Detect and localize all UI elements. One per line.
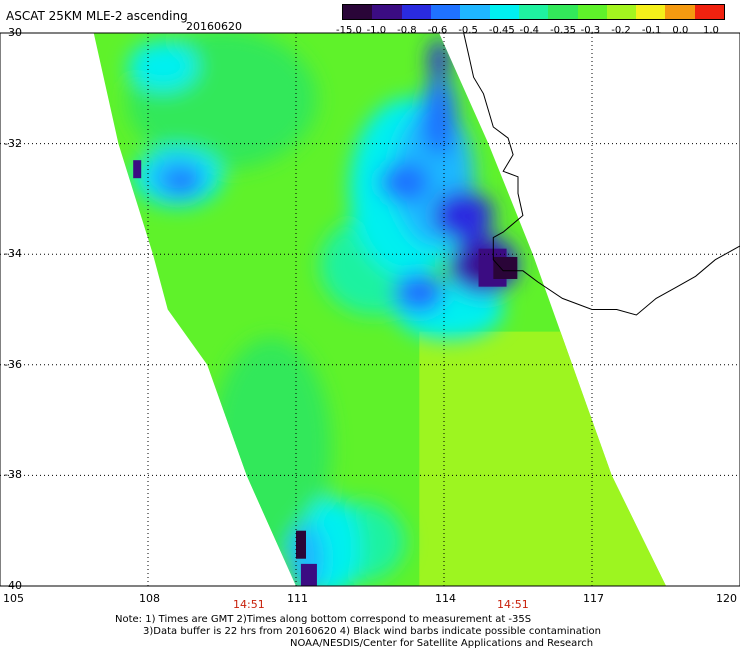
field-blob [379,162,430,203]
note-line-2: 3)Data buffer is 22 hrs from 20160620 4)… [143,626,601,637]
note-line-1: Note: 1) Times are GMT 2)Times along bot… [115,614,532,625]
colorbar-segment [694,5,725,19]
field-blob [433,190,494,241]
time-label-east: 14:51 [497,598,529,611]
longitude-label: 105 [3,592,24,605]
colorbar-tick-label: -0.1 [641,25,662,36]
west-edge-indigo [300,563,317,586]
colorbar-segment [489,5,519,19]
nw-edge-indigo [133,160,142,179]
colorbar-segment [430,5,461,19]
latitude-label: -36 [4,357,22,371]
swath-field [127,33,519,586]
field-blob [164,170,201,195]
longitude-label: 111 [287,592,308,605]
field-blob [127,41,198,92]
colorbar-tick-label: -0.4 [519,25,540,36]
colorbar-tick-label: -0.3 [580,25,601,36]
latitude-label: -30 [4,26,22,39]
colorbar-segment [548,5,578,19]
colorbar-tick-label: 1.0 [703,25,719,36]
west-edge-dark [296,530,306,559]
plot-frame [0,32,740,587]
colorbar-segment [577,5,607,19]
colorbar-segment [518,5,549,19]
colorbar-segment [460,5,490,19]
colorbar-segment [606,5,637,19]
colorbar-tick-label: -0.45 [488,25,515,36]
colorbar-tick-label: -0.35 [550,25,576,36]
swath-yellow-green [419,331,666,586]
longitude-label: 117 [583,592,604,605]
lat-lon-grid [0,33,740,586]
field-blob [429,38,450,83]
colorbar-segment [372,5,402,19]
time-label-west: 14:51 [233,598,265,611]
colorbar-tick-label: -1.0 [366,25,387,36]
map-title: ASCAT 25KM MLE-2 ascending [6,9,188,23]
latitude-label: -32 [4,136,22,150]
longitude-label: 108 [139,592,160,605]
field-blob [421,75,458,156]
low-core-dark [493,256,518,279]
colorbar-tick-label: -0.6 [427,25,448,36]
coastline [463,33,740,316]
colorbar-tick-label: -0.5 [458,25,478,36]
latitude-label: -40 [4,579,22,592]
colorbar [342,4,725,20]
map-date: 20160620 [186,20,242,33]
latitude-label: -38 [4,468,22,482]
colorbar-tick-label: -0.8 [397,25,417,36]
colorbar-tick-label: -15.0 [336,25,362,36]
longitude-label: 114 [435,592,456,605]
colorbar-tick-label: 0.0 [672,25,689,36]
colorbar-segment [343,5,373,19]
colorbar-segment [401,5,431,19]
longitude-label: 120 [716,592,737,605]
note-line-3: NOAA/NESDIS/Center for Satellite Applica… [290,638,594,649]
colorbar-segment [665,5,695,19]
latitude-label: -34 [4,247,22,261]
colorbar-segment [636,5,666,19]
field-blob [394,272,445,313]
colorbar-tick-label: -0.2 [611,25,631,36]
